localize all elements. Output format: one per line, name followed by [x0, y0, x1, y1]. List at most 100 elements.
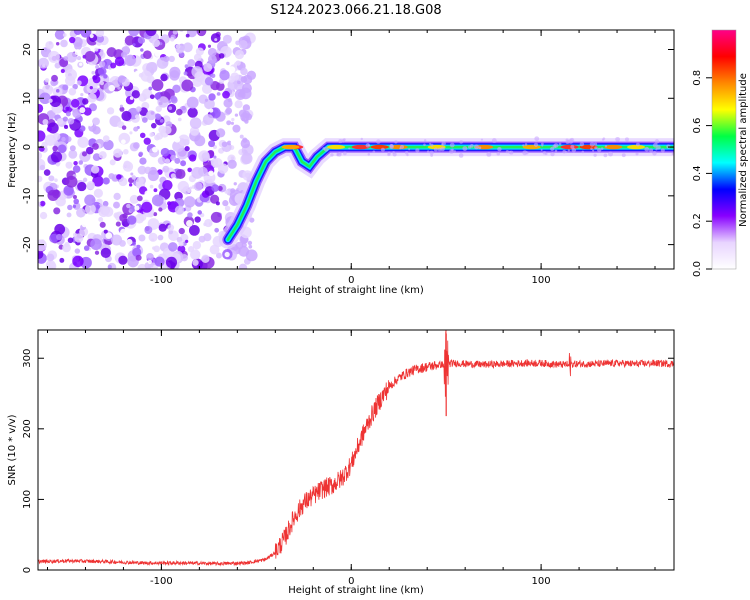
x-tick-label: 0 — [348, 576, 354, 587]
noise-blob — [138, 72, 144, 78]
ridge-speckle — [367, 153, 371, 156]
noise-blob — [119, 104, 123, 108]
noise-blob — [227, 159, 237, 169]
noise-blob — [60, 69, 65, 74]
noise-blob — [137, 36, 145, 44]
noise-blob — [111, 234, 123, 246]
noise-blob — [169, 36, 175, 42]
noise-blob — [136, 195, 143, 202]
noise-blob — [145, 30, 157, 37]
noise-blob — [234, 113, 239, 117]
noise-gap — [171, 177, 177, 183]
noise-blob — [51, 74, 58, 82]
noise-blob — [62, 116, 68, 122]
noise-blob — [154, 92, 162, 100]
noise-gap — [174, 136, 181, 143]
noise-blob — [131, 90, 140, 99]
noise-blob — [185, 33, 190, 38]
noise-blob — [194, 135, 206, 147]
colorbar-tick-label: 0.2 — [692, 213, 703, 229]
y-tick-label: 0 — [22, 567, 33, 573]
x-tick-label: 100 — [532, 275, 551, 286]
noise-blob — [226, 140, 232, 146]
noise-blob — [59, 257, 65, 263]
noise-blob — [84, 194, 96, 206]
ridge-speckle — [660, 148, 665, 153]
noise-blob — [168, 229, 174, 235]
noise-blob — [38, 57, 49, 69]
noise-blob — [204, 98, 209, 102]
noise-blob — [62, 33, 67, 37]
noise-blob — [128, 205, 136, 213]
noise-blob — [74, 233, 84, 243]
noise-blob — [215, 201, 220, 206]
noise-blob — [126, 203, 131, 209]
noise-blob — [213, 158, 223, 168]
noise-blob — [216, 92, 221, 96]
noise-blob — [203, 63, 213, 72]
noise-blob — [141, 88, 153, 99]
noise-blob — [154, 256, 165, 267]
noise-blob — [233, 182, 237, 186]
snr-line — [38, 330, 674, 567]
noise-blob — [121, 110, 132, 122]
ridge-speckle — [453, 150, 456, 153]
colorbar-frame — [711, 29, 737, 270]
snr-y-axis-label: SNR (10 * v/v) — [7, 414, 18, 485]
noise-blob — [92, 75, 101, 84]
noise-blob — [157, 96, 169, 108]
noise-blob — [155, 105, 162, 113]
noise-blob — [248, 244, 253, 249]
noise-blob — [97, 66, 107, 76]
noise-blob — [72, 255, 84, 268]
ridge-speckle — [550, 146, 555, 151]
noise-blob — [242, 110, 251, 119]
ridge-speckle — [342, 151, 347, 156]
noise-blob — [148, 211, 154, 218]
ridge-speckle — [486, 151, 492, 157]
noise-blob — [138, 234, 146, 242]
noise-blob — [98, 206, 110, 218]
noise-blob — [95, 65, 100, 70]
noise-blob — [98, 151, 107, 160]
noise-blob — [95, 30, 105, 38]
noise-blob — [92, 117, 100, 126]
spectrogram-frame — [37, 29, 675, 270]
noise-blob — [76, 207, 86, 218]
noise-blob — [72, 108, 82, 118]
noise-blob — [172, 30, 178, 35]
noise-blob — [207, 47, 217, 57]
noise-blob — [201, 254, 210, 263]
noise-blob — [117, 75, 126, 83]
noise-blob — [208, 140, 216, 148]
noise-blob — [66, 51, 78, 63]
ridge-speckle — [478, 146, 482, 150]
ridge-speckle — [593, 142, 598, 146]
noise-blob — [100, 49, 104, 53]
x-tick-label: -100 — [150, 576, 173, 587]
noise-blob — [77, 136, 89, 148]
ridge-speckle — [441, 141, 446, 146]
noise-blob — [138, 151, 144, 157]
noise-blob — [67, 237, 74, 244]
ridge-speckle — [430, 143, 434, 147]
noise-blob — [240, 76, 248, 83]
ridge-speckle — [470, 144, 474, 148]
noise-blob — [141, 117, 148, 123]
noise-blob — [175, 44, 181, 49]
noise-gap — [74, 49, 81, 56]
ridge-speckle — [462, 146, 468, 152]
noise-blob — [93, 188, 103, 198]
colorbar-gradient — [712, 30, 736, 269]
ridge-speckle — [509, 150, 514, 155]
noise-blob — [218, 53, 225, 59]
noise-blob — [72, 194, 77, 199]
noise-blob — [141, 201, 153, 213]
noise-blob — [162, 167, 166, 171]
ridge-speckle — [365, 143, 371, 148]
noise-blob — [238, 263, 248, 269]
y-tick-label: 100 — [22, 490, 33, 509]
ridge-speckle — [338, 152, 342, 155]
noise-gap — [147, 259, 152, 265]
